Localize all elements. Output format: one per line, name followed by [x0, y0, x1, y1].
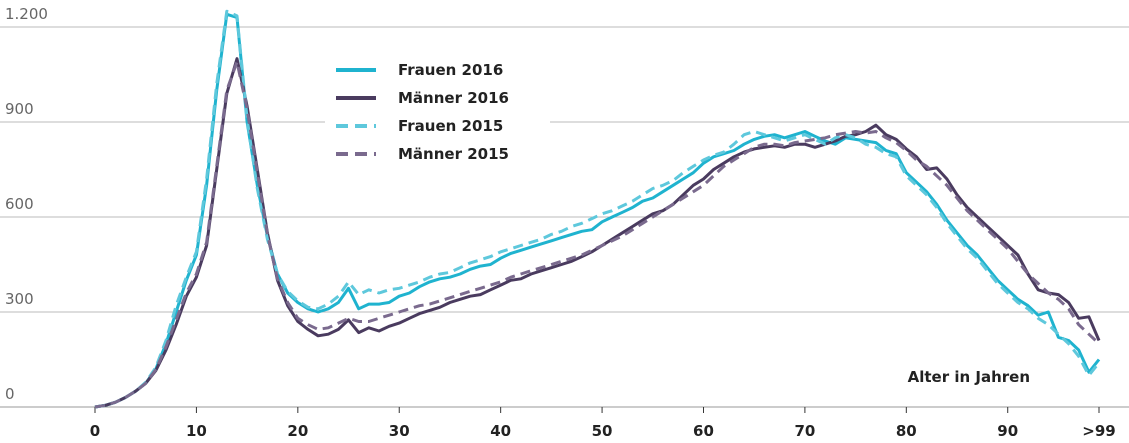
y-tick-label: 900	[5, 100, 34, 118]
x-tick-label: 20	[287, 422, 308, 440]
line-series	[94, 9, 1101, 409]
x-tick-label: 50	[592, 422, 613, 440]
y-tick-label: 1.200	[5, 5, 48, 23]
x-tick-label: 10	[186, 422, 207, 440]
x-tick-label: 30	[389, 422, 410, 440]
y-tick-label: 0	[5, 385, 15, 403]
legend-label: Männer 2016	[398, 89, 509, 107]
x-tick-label: 70	[794, 422, 815, 440]
legend-label: Frauen 2016	[398, 61, 503, 79]
line-series	[94, 12, 1101, 409]
x-tick-label: >99	[1082, 422, 1115, 440]
x-tick-label: 60	[693, 422, 714, 440]
x-tick-label: 40	[490, 422, 511, 440]
y-tick-label: 300	[5, 290, 34, 308]
legend-label: Frauen 2015	[398, 117, 503, 135]
x-tick-label: 80	[896, 422, 917, 440]
x-tick-label: 0	[90, 422, 100, 440]
y-tick-label: 600	[5, 195, 34, 213]
line-series	[94, 60, 1101, 409]
legend-label: Männer 2015	[398, 145, 509, 163]
x-tick-label: 90	[997, 422, 1018, 440]
x-axis-label: Alter in Jahren	[908, 368, 1030, 386]
